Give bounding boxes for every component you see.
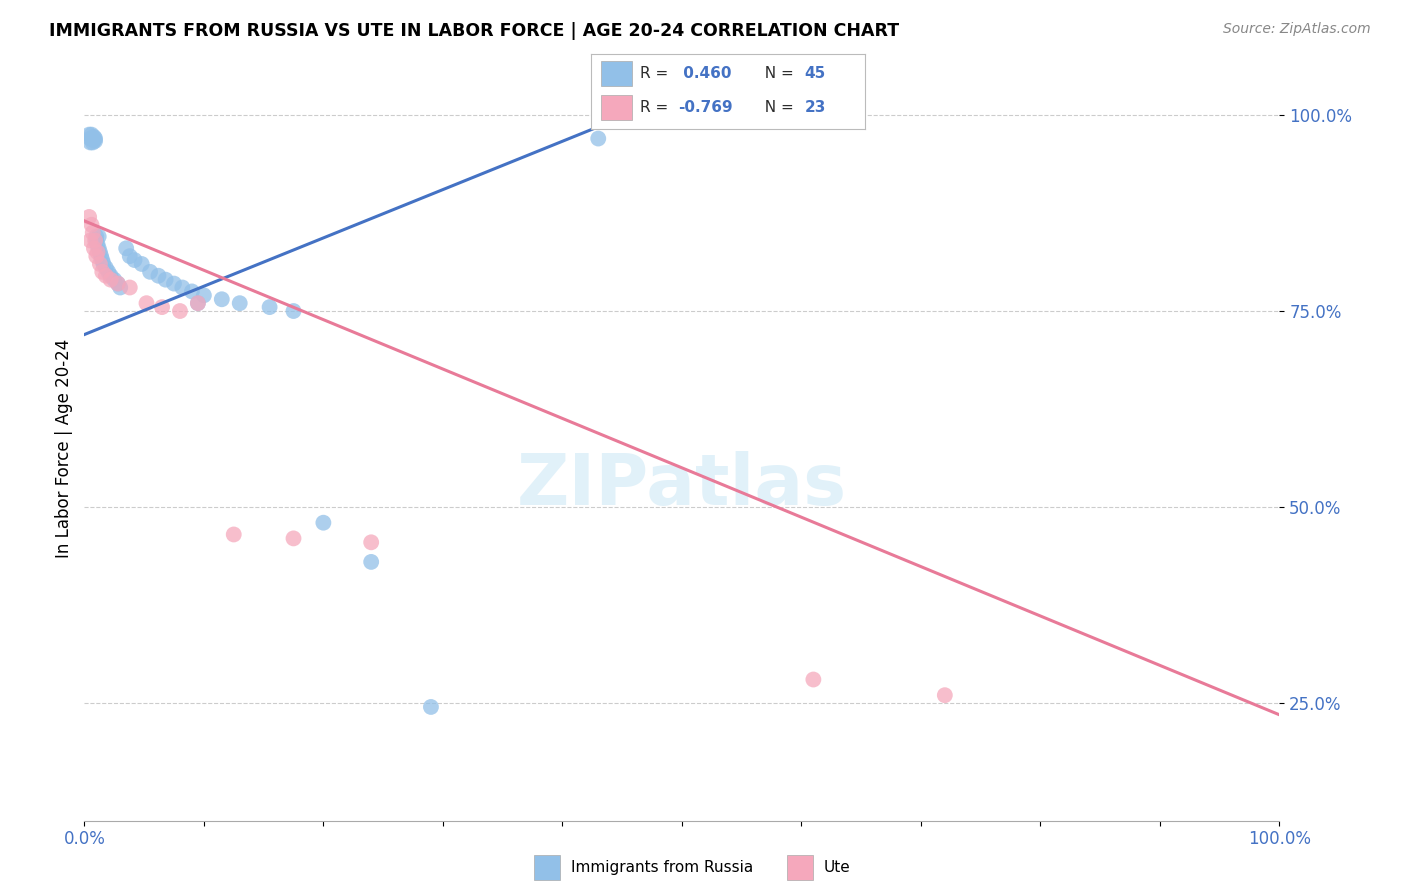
Point [124, 253, 146, 268]
Point [259, 300, 281, 314]
Point [139, 265, 162, 279]
Point [360, 535, 382, 549]
Point [97, 265, 120, 279]
Point [80, 128, 103, 142]
Point [79, 234, 101, 248]
Point [79, 136, 101, 150]
Point [283, 304, 305, 318]
Point [169, 304, 191, 318]
Text: Immigrants from Russia: Immigrants from Russia [571, 860, 754, 874]
Point [211, 293, 233, 307]
Point [187, 296, 209, 310]
Point [181, 285, 204, 299]
Point [86, 249, 108, 263]
Point [312, 516, 335, 530]
Point [94, 260, 117, 275]
Point [150, 300, 173, 314]
Point [82, 131, 104, 145]
Point [283, 532, 305, 546]
Text: Ute: Ute [824, 860, 851, 874]
Point [84, 234, 107, 248]
Point [360, 555, 382, 569]
Point [100, 273, 122, 287]
Point [135, 296, 157, 310]
Point [934, 688, 956, 702]
Point [803, 673, 825, 687]
Point [588, 131, 610, 145]
Point [222, 527, 245, 541]
Point [93, 257, 115, 271]
Point [77, 128, 100, 142]
Point [89, 245, 111, 260]
Point [148, 268, 170, 283]
Text: 45: 45 [804, 66, 825, 81]
Point [84, 131, 107, 145]
Point [83, 133, 105, 147]
Point [107, 277, 129, 291]
Point [118, 249, 141, 263]
Point [87, 241, 110, 255]
Point [131, 257, 153, 271]
Text: -0.769: -0.769 [678, 100, 733, 115]
Point [86, 237, 108, 252]
Point [91, 253, 114, 268]
Text: 23: 23 [804, 100, 825, 115]
Point [89, 257, 111, 271]
Point [84, 134, 107, 148]
Point [77, 210, 100, 224]
Point [94, 268, 117, 283]
Point [86, 234, 108, 248]
Point [87, 229, 110, 244]
Point [100, 268, 122, 283]
FancyBboxPatch shape [602, 95, 631, 120]
Point [420, 700, 443, 714]
Text: R =: R = [640, 100, 673, 115]
Point [107, 277, 129, 291]
Point [82, 136, 104, 150]
Point [82, 226, 104, 240]
Text: IMMIGRANTS FROM RUSSIA VS UTE IN LABOR FORCE | AGE 20-24 CORRELATION CHART: IMMIGRANTS FROM RUSSIA VS UTE IN LABOR F… [49, 22, 900, 40]
Point [193, 288, 215, 302]
Point [90, 249, 112, 263]
Y-axis label: In Labor Force | Age 20-24: In Labor Force | Age 20-24 [55, 339, 73, 558]
Point [118, 280, 141, 294]
Text: ZIPatlas: ZIPatlas [517, 451, 846, 520]
Point [83, 130, 105, 145]
Text: N =: N = [755, 66, 799, 81]
Text: 0.460: 0.460 [678, 66, 731, 81]
Text: Source: ZipAtlas.com: Source: ZipAtlas.com [1223, 22, 1371, 37]
Text: R =: R = [640, 66, 673, 81]
Point [103, 273, 125, 287]
Point [80, 218, 103, 232]
Point [115, 241, 138, 255]
Point [86, 245, 108, 260]
Point [83, 241, 105, 255]
Point [187, 296, 209, 310]
Point [172, 280, 194, 294]
Point [229, 296, 252, 310]
Point [110, 280, 132, 294]
Point [86, 229, 108, 244]
Point [155, 273, 177, 287]
Point [79, 131, 101, 145]
FancyBboxPatch shape [602, 62, 631, 87]
Text: N =: N = [755, 100, 799, 115]
Point [91, 265, 114, 279]
Point [163, 277, 186, 291]
